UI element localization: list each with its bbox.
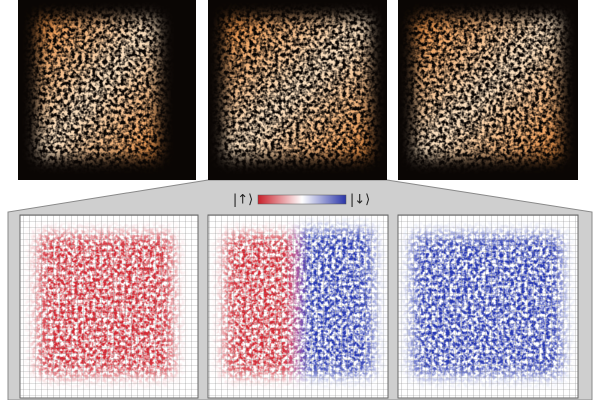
image-panel xyxy=(18,0,196,180)
colorbar-label: |↓⟩ xyxy=(350,193,370,208)
image-panel xyxy=(208,0,387,180)
spin-panel xyxy=(207,214,389,399)
colorbar xyxy=(257,194,347,205)
spin-panel xyxy=(397,214,579,399)
image-panel xyxy=(398,0,578,180)
colorbar-label: |↑⟩ xyxy=(233,193,253,208)
spin-panel xyxy=(19,214,199,399)
